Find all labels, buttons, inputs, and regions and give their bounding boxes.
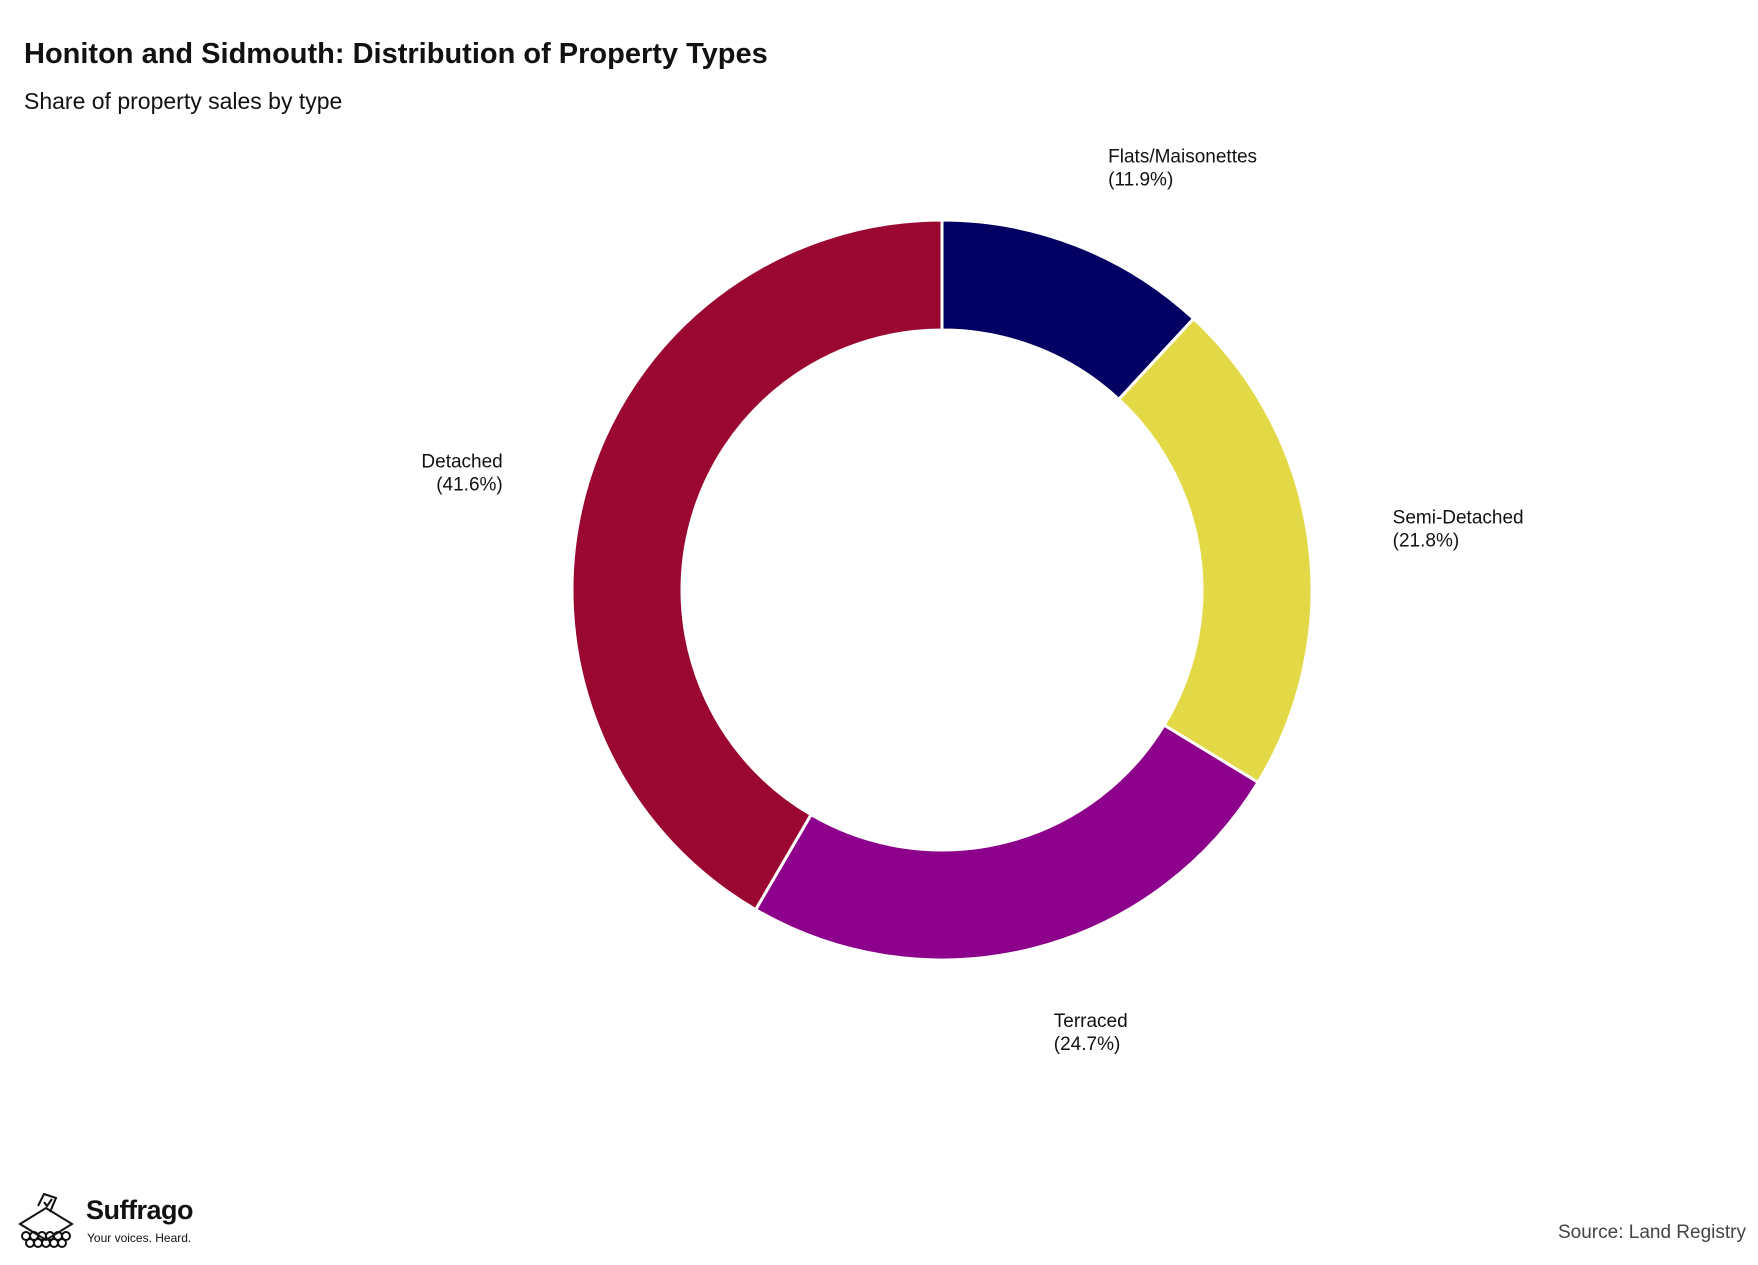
label-flats-maisonettes: Flats/Maisonettes (11.9%) xyxy=(1108,146,1257,190)
label-value-detached: (41.6%) xyxy=(436,474,503,495)
label-detached: Detached (41.6%) xyxy=(421,451,502,495)
source-note: Source: Land Registry xyxy=(1558,1222,1746,1243)
chart-title: Honiton and Sidmouth: Distribution of Pr… xyxy=(24,38,768,70)
brand-tagline: Your voices. Heard. xyxy=(87,1231,192,1245)
label-name-detached: Detached xyxy=(421,451,502,472)
slice-semi-detached xyxy=(1116,316,1314,785)
label-name-semi-detached: Semi-Detached xyxy=(1393,507,1524,528)
label-name-terraced: Terraced xyxy=(1054,1011,1128,1032)
chart-subtitle: Share of property sales by type xyxy=(24,88,343,114)
label-name-flats-maisonettes: Flats/Maisonettes xyxy=(1108,146,1257,167)
label-value-semi-detached: (21.8%) xyxy=(1393,530,1460,551)
donut-labels: Flats/Maisonettes (11.9%) Semi-Detached (21… xyxy=(421,146,1523,1055)
slice-terraced xyxy=(753,723,1261,962)
label-semi-detached: Semi-Detached (21.8%) xyxy=(1393,507,1524,551)
label-terraced: Terraced (24.7%) xyxy=(1054,1011,1128,1055)
suffrago-logo-icon xyxy=(18,1192,74,1248)
label-value-flats-maisonettes: (11.9%) xyxy=(1108,169,1173,190)
label-value-terraced: (24.7%) xyxy=(1054,1034,1121,1055)
slice-detached xyxy=(570,218,944,912)
brand-name: Suffrago xyxy=(86,1195,194,1225)
donut-slices xyxy=(570,218,1314,962)
